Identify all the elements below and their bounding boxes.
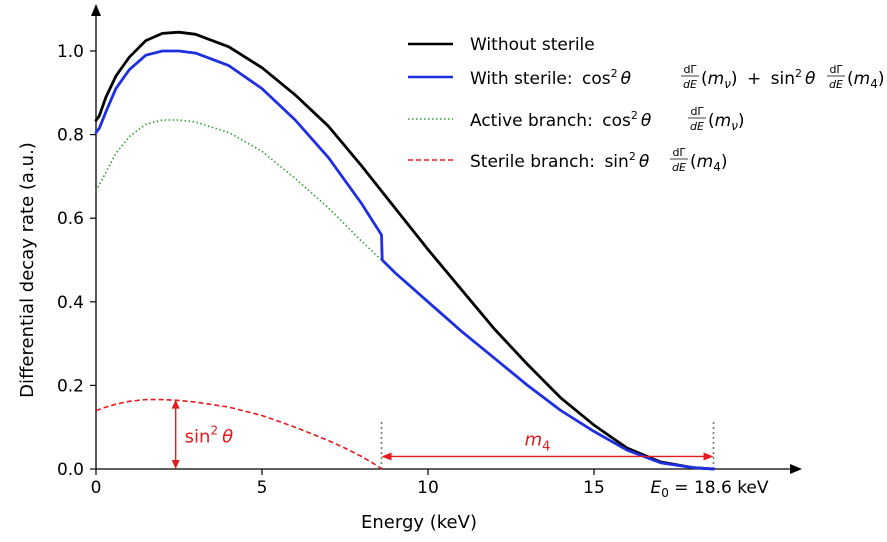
legend-ws-mnu: m	[708, 69, 725, 89]
legend-active-nu: ν	[731, 119, 738, 133]
legend-sterile-frac: dΓ dE	[670, 146, 688, 174]
legend-with-sterile-frac-2: dΓ dE	[827, 63, 845, 91]
mass-label-sub: 4	[542, 439, 550, 454]
mass-label-m: m	[525, 429, 543, 450]
x-axis-title: Energy (keV)	[361, 512, 477, 533]
legend: Without sterile With sterile: cos2 θ dΓ d…	[408, 35, 884, 174]
x-axis-arrow	[790, 464, 802, 474]
legend-active-lpar: (	[708, 111, 715, 131]
legend-label-sterile-branch: Sterile branch: sin2 θ	[470, 150, 650, 172]
endpoint-label-e: E	[651, 478, 662, 498]
y-tick-label-1: 0.2	[57, 376, 84, 396]
mixing-label-theta: θ	[222, 426, 233, 447]
legend-sterile-four: 4	[713, 160, 721, 174]
y-tick-label-5: 1.0	[57, 42, 84, 62]
legend-sterile-m: m	[697, 152, 714, 172]
mixing-label-sin: sin	[185, 426, 211, 447]
legend-sterile-end: (m4)	[690, 152, 727, 174]
legend-with-sterile-prefix: With sterile:	[470, 69, 573, 89]
legend-ws-rpar1: )	[731, 69, 738, 89]
legend-ws-sin-exp: 2	[795, 67, 802, 80]
x-tick-label-3: 15	[583, 478, 605, 498]
legend-with-sterile-frac-1: dΓ dE	[681, 63, 699, 91]
legend-ws-sin-theta: θ	[805, 69, 816, 89]
series-line-without-sterile	[94, 30, 715, 471]
mass-arrow-head-left	[381, 452, 392, 461]
y-axis-title: Differential decay rate (a.u.)	[17, 142, 38, 398]
legend-sterile-prefix: Sterile branch:	[470, 152, 595, 172]
y-ticks: 0.0 0.2 0.4 0.6 0.8 1.0	[57, 42, 96, 480]
legend-with-sterile-mid: (mν) + sin2 θ	[701, 67, 816, 91]
mass-arrow-head-right	[703, 452, 714, 461]
x-tick-label-2: 10	[417, 478, 439, 498]
legend-sterile-theta: θ	[639, 152, 650, 172]
annotations: sin2 θ m4 E0 = 18.6 keV	[171, 399, 769, 500]
legend-active-rpar: )	[738, 111, 745, 131]
legend-frac3-num: dΓ	[690, 105, 704, 118]
legend-ws-lpar1: (	[701, 69, 708, 89]
mass-label: m4	[525, 429, 551, 454]
legend-ws-rpar2: )	[878, 69, 885, 89]
legend-frac1-den: dE	[683, 78, 697, 91]
legend-label-active-branch: Active branch: cos2 θ	[470, 109, 652, 131]
y-tick-label-4: 0.8	[57, 126, 84, 146]
legend-ws-nu: ν	[724, 77, 731, 91]
mixing-label-exp: 2	[210, 423, 218, 437]
vertical-guides	[380, 421, 715, 469]
y-tick-label-3: 0.6	[57, 209, 84, 229]
mixing-arrow-head-top	[171, 399, 180, 409]
legend-frac4-num: dΓ	[672, 146, 686, 159]
legend-ws-m4: m	[854, 69, 871, 89]
y-tick-label-0: 0.0	[57, 460, 84, 480]
series-line-with-sterile	[94, 49, 715, 471]
legend-active-end: (mν)	[708, 111, 745, 133]
legend-label-without-sterile: Without sterile	[470, 35, 595, 55]
legend-ws-lpar2: (	[847, 69, 854, 89]
legend-frac2-den: dE	[829, 78, 843, 91]
legend-with-sterile-end: (m4)	[847, 69, 884, 91]
legend-ws-sin: sin	[771, 69, 795, 89]
series-line-active-branch	[95, 119, 383, 261]
endpoint-label-sub: 0	[661, 486, 669, 500]
legend-frac4-den: dE	[672, 161, 686, 174]
endpoint-label-eq: = 18.6 keV	[669, 478, 769, 498]
mixing-arrow-head-bottom	[171, 460, 180, 469]
x-tick-label-0: 0	[91, 478, 102, 498]
y-tick-label-2: 0.4	[57, 293, 84, 313]
legend-active-prefix: Active branch:	[470, 111, 593, 131]
series-group	[94, 30, 715, 471]
legend-sterile-rpar: )	[721, 152, 728, 172]
series-line-sterile-branch	[95, 398, 382, 470]
legend-label-with-sterile: With sterile: cos2 θ	[470, 67, 632, 89]
mixing-label: sin2 θ	[185, 423, 233, 447]
y-axis-arrow	[91, 4, 101, 16]
legend-sterile-sin: sin	[604, 152, 628, 172]
x-tick-label-1: 5	[257, 478, 268, 498]
legend-with-sterile-cos-exp: 2	[611, 67, 618, 80]
legend-frac2-num: dΓ	[829, 63, 843, 76]
legend-active-theta: θ	[641, 111, 652, 131]
legend-sterile-lpar: (	[690, 152, 697, 172]
x-ticks: 0 5 10 15	[91, 469, 605, 498]
legend-active-m: m	[715, 111, 732, 131]
legend-with-sterile-cos-theta: θ	[621, 69, 632, 89]
legend-ws-plus: +	[747, 69, 761, 89]
legend-active-cos: cos	[602, 111, 631, 131]
legend-active-cos-exp: 2	[631, 109, 638, 122]
legend-frac3-den: dE	[690, 120, 704, 133]
endpoint-label: E0 = 18.6 keV	[651, 478, 769, 500]
legend-frac1-num: dΓ	[683, 63, 697, 76]
legend-sterile-sin-exp: 2	[629, 150, 636, 163]
legend-active-frac: dΓ dE	[688, 105, 706, 133]
legend-with-sterile-cos: cos	[582, 69, 611, 89]
legend-ws-four: 4	[870, 77, 878, 91]
